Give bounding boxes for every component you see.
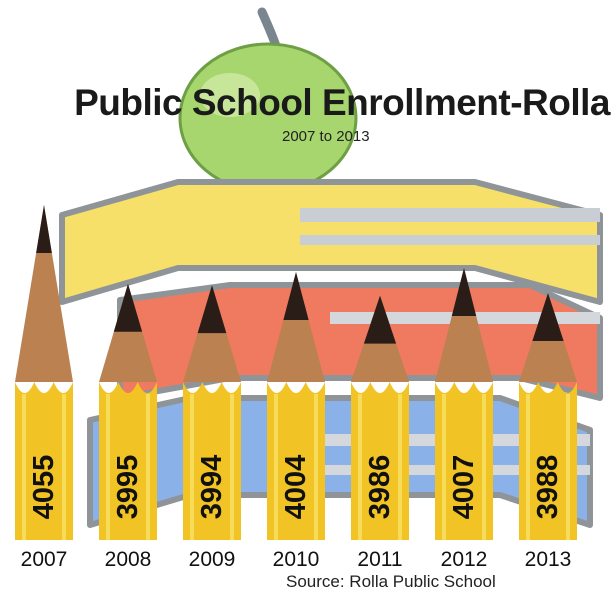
pencil-stripe bbox=[314, 394, 318, 540]
x-tick-label: 2007 bbox=[21, 548, 68, 571]
pencil-stripe bbox=[190, 394, 194, 540]
x-tick-label: 2008 bbox=[105, 548, 152, 571]
x-tick-label: 2013 bbox=[525, 548, 572, 571]
x-tick-label: 2012 bbox=[441, 548, 488, 571]
pencil-lead bbox=[283, 271, 309, 320]
pencil-bar-2011: 3986 bbox=[351, 295, 409, 540]
pencil-wood bbox=[15, 205, 73, 382]
bar-value-label: 4004 bbox=[280, 455, 312, 520]
pencil-stripe bbox=[274, 394, 278, 540]
pencil-bar-2009: 3994 bbox=[183, 285, 241, 540]
pencil-stripe bbox=[62, 394, 66, 540]
x-tick-label: 2010 bbox=[273, 548, 320, 571]
bars-group: 4055 3995 3994 4004 3986 4007 3988 bbox=[15, 205, 577, 540]
pencil-lead bbox=[363, 295, 397, 344]
source-note: Source: Rolla Public School bbox=[286, 572, 496, 591]
pencil-bar-2007: 4055 bbox=[15, 205, 73, 540]
pencil-wood bbox=[267, 271, 325, 382]
pencil-lead bbox=[36, 205, 52, 253]
pencil-stripe bbox=[526, 394, 530, 540]
pencil-stripe bbox=[566, 394, 570, 540]
bar-value-label: 3994 bbox=[196, 455, 228, 520]
pencil-stripe bbox=[22, 394, 26, 540]
chart-subtitle: 2007 to 2013 bbox=[282, 128, 370, 145]
pencil-stripe bbox=[482, 394, 486, 540]
pencil-bar-2008: 3995 bbox=[99, 283, 157, 540]
pencil-wood bbox=[435, 268, 493, 382]
bar-value-label: 4007 bbox=[448, 455, 480, 520]
pencil-body bbox=[267, 382, 325, 540]
pencil-body bbox=[351, 382, 409, 540]
bar-value-label: 4055 bbox=[28, 455, 60, 520]
pencil-body bbox=[435, 382, 493, 540]
pencil-body bbox=[519, 382, 577, 540]
chart-title: Public School Enrollment-Rolla bbox=[74, 82, 610, 123]
pencil-lead bbox=[532, 292, 564, 341]
pencil-lead bbox=[113, 283, 143, 332]
bar-value-label: 3988 bbox=[532, 455, 564, 520]
pencil-body bbox=[183, 382, 241, 540]
pencil-stripe bbox=[106, 394, 110, 540]
pencil-bar-2010: 4004 bbox=[267, 271, 325, 540]
pencil-bar-2012: 4007 bbox=[435, 268, 493, 540]
pencil-stripe bbox=[398, 394, 402, 540]
x-axis-labels: 2007 2008 2009 2010 2011 2012 2013 bbox=[21, 548, 572, 571]
pencil-stripe bbox=[358, 394, 362, 540]
pencil-stripe bbox=[230, 394, 234, 540]
bar-value-label: 3986 bbox=[364, 455, 396, 520]
apple-icon bbox=[178, 7, 358, 194]
pencil-wood bbox=[183, 285, 241, 382]
pencil-stripe bbox=[442, 394, 446, 540]
bar-value-label: 3995 bbox=[112, 455, 144, 520]
pencil-stripe bbox=[146, 394, 150, 540]
pencil-body bbox=[99, 382, 157, 540]
pencil-lead bbox=[197, 285, 227, 334]
pencil-wood bbox=[99, 283, 157, 382]
pencil-lead bbox=[451, 268, 477, 316]
x-tick-label: 2011 bbox=[357, 548, 402, 571]
x-tick-label: 2009 bbox=[189, 548, 236, 571]
pencil-bar-2013: 3988 bbox=[519, 292, 577, 540]
pencil-body bbox=[15, 382, 73, 540]
